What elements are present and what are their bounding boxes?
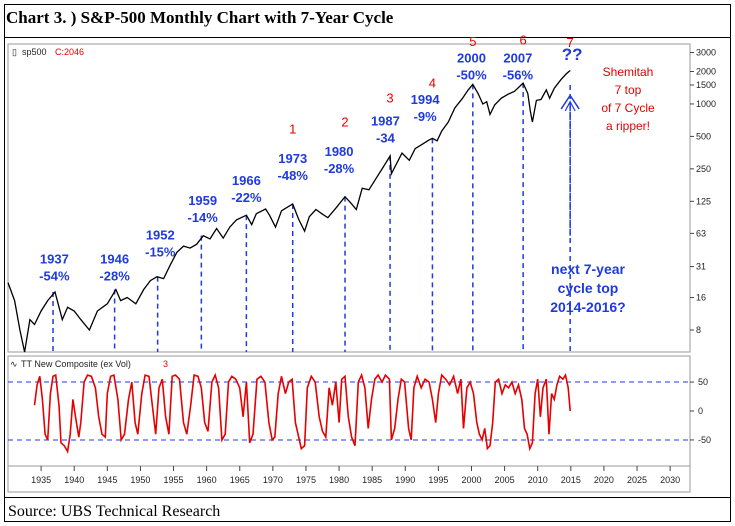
note-red-line: a ripper!	[606, 119, 650, 133]
indicator-panel-border	[7, 355, 691, 467]
x-tick-label: 1945	[97, 475, 117, 485]
x-tick-label: 1990	[395, 475, 415, 485]
source-note: Source: UBS Technical Research	[8, 503, 221, 520]
ticker-label: sp500	[22, 47, 47, 57]
x-tick-label: 2010	[528, 475, 548, 485]
price-y-tick-label: 2000	[696, 67, 716, 77]
chart-frame	[4, 4, 731, 522]
annotation-change: -50%	[456, 67, 487, 82]
note-red-line: 7 top	[615, 83, 642, 97]
price-panel-border	[7, 43, 691, 353]
indicator-y-tick-label: -50	[698, 435, 711, 445]
tt-composite-line	[33, 372, 571, 454]
cycle-number: 3	[386, 91, 393, 106]
note-blue-line: cycle top	[558, 280, 619, 296]
annotation-change: -22%	[231, 190, 262, 205]
x-axis-panel-border	[7, 465, 691, 493]
indicator-label-suffix: 3	[163, 359, 168, 369]
cycle-number: 7	[567, 35, 574, 50]
price-y-tick-label: 16	[696, 293, 706, 303]
annotation-change: -9%	[414, 109, 438, 124]
annotation-change: -28%	[99, 269, 130, 284]
price-y-tick-label: 3000	[696, 48, 716, 58]
annotation-change: -48%	[278, 168, 309, 183]
x-tick-label: 2030	[660, 475, 680, 485]
price-y-tick-label: 31	[696, 262, 706, 272]
title-divider	[4, 37, 731, 38]
x-tick-label: 1980	[329, 475, 349, 485]
price-y-tick-label: 500	[696, 131, 711, 141]
annotation-change: -34	[376, 131, 396, 146]
indicator-icon: ∿	[10, 359, 18, 369]
note-red-line: of 7 Cycle	[601, 101, 655, 115]
x-tick-label: 2000	[461, 475, 481, 485]
annotation-year: 1994	[411, 92, 441, 107]
annotation-year: 1952	[146, 228, 175, 243]
annotation-change: -56%	[503, 67, 534, 82]
note-blue-line: 2014-2016?	[550, 299, 626, 315]
annotation-change: -15%	[145, 245, 176, 260]
x-tick-label: 1970	[263, 475, 283, 485]
x-tick-label: 1965	[230, 475, 250, 485]
annotation-year: 1973	[278, 151, 307, 166]
annotation-year: ??	[562, 45, 583, 64]
source-divider	[4, 497, 731, 498]
x-tick-label: 1975	[296, 475, 316, 485]
annotation-year: 1966	[232, 173, 261, 188]
ticker-icon: ▯	[12, 47, 17, 57]
x-tick-label: 1955	[164, 475, 184, 485]
price-y-tick-label: 8	[696, 325, 701, 335]
x-tick-label: 1995	[428, 475, 448, 485]
price-y-tick-label: 63	[696, 228, 706, 238]
price-y-tick-label: 125	[696, 196, 711, 206]
annotation-year: 1946	[100, 252, 129, 267]
x-tick-label: 2025	[627, 475, 647, 485]
close-label: C:2046	[55, 47, 84, 57]
indicator-y-tick-label: 0	[698, 406, 703, 416]
price-y-tick-label: 250	[696, 164, 711, 174]
x-tick-label: 2005	[495, 475, 515, 485]
x-tick-label: 1950	[130, 475, 150, 485]
x-tick-label: 1940	[64, 475, 84, 485]
sp500-price-line	[7, 70, 571, 353]
annotation-change: -54%	[39, 269, 70, 284]
annotation-year: 2000	[457, 50, 486, 65]
x-tick-label: 1985	[362, 475, 382, 485]
cycle-number: 6	[520, 32, 527, 47]
annotation-year: 1987	[371, 114, 400, 129]
x-tick-label: 2020	[594, 475, 614, 485]
cycle-number: 1	[289, 122, 296, 137]
price-y-tick-label: 1000	[696, 99, 716, 109]
note-red-line: Shemitah	[603, 65, 654, 79]
annotation-year: 1937	[40, 252, 69, 267]
annotation-year: 2007	[503, 50, 532, 65]
cycle-number: 4	[429, 76, 436, 91]
indicator-y-tick-label: 50	[698, 377, 708, 387]
x-tick-label: 1960	[197, 475, 217, 485]
annotation-change: -14%	[187, 210, 218, 225]
x-tick-label: 2015	[561, 475, 581, 485]
up-arrow-icon	[560, 94, 580, 110]
annotation-year: 1959	[188, 193, 217, 208]
annotation-change: -28%	[324, 161, 355, 176]
price-y-tick-label: 1500	[696, 80, 716, 90]
cycle-number: 5	[469, 34, 476, 49]
cycle-number: 2	[341, 114, 348, 129]
up-arrow-inner-icon	[564, 100, 576, 112]
indicator-label: TT New Composite (ex Vol)	[21, 359, 131, 369]
note-blue-line: next 7-year	[551, 261, 625, 277]
chart-title: Chart 3. ) S&P-500 Monthly Chart with 7-…	[6, 8, 394, 27]
annotation-year: 1980	[325, 144, 354, 159]
x-tick-label: 1935	[31, 475, 51, 485]
